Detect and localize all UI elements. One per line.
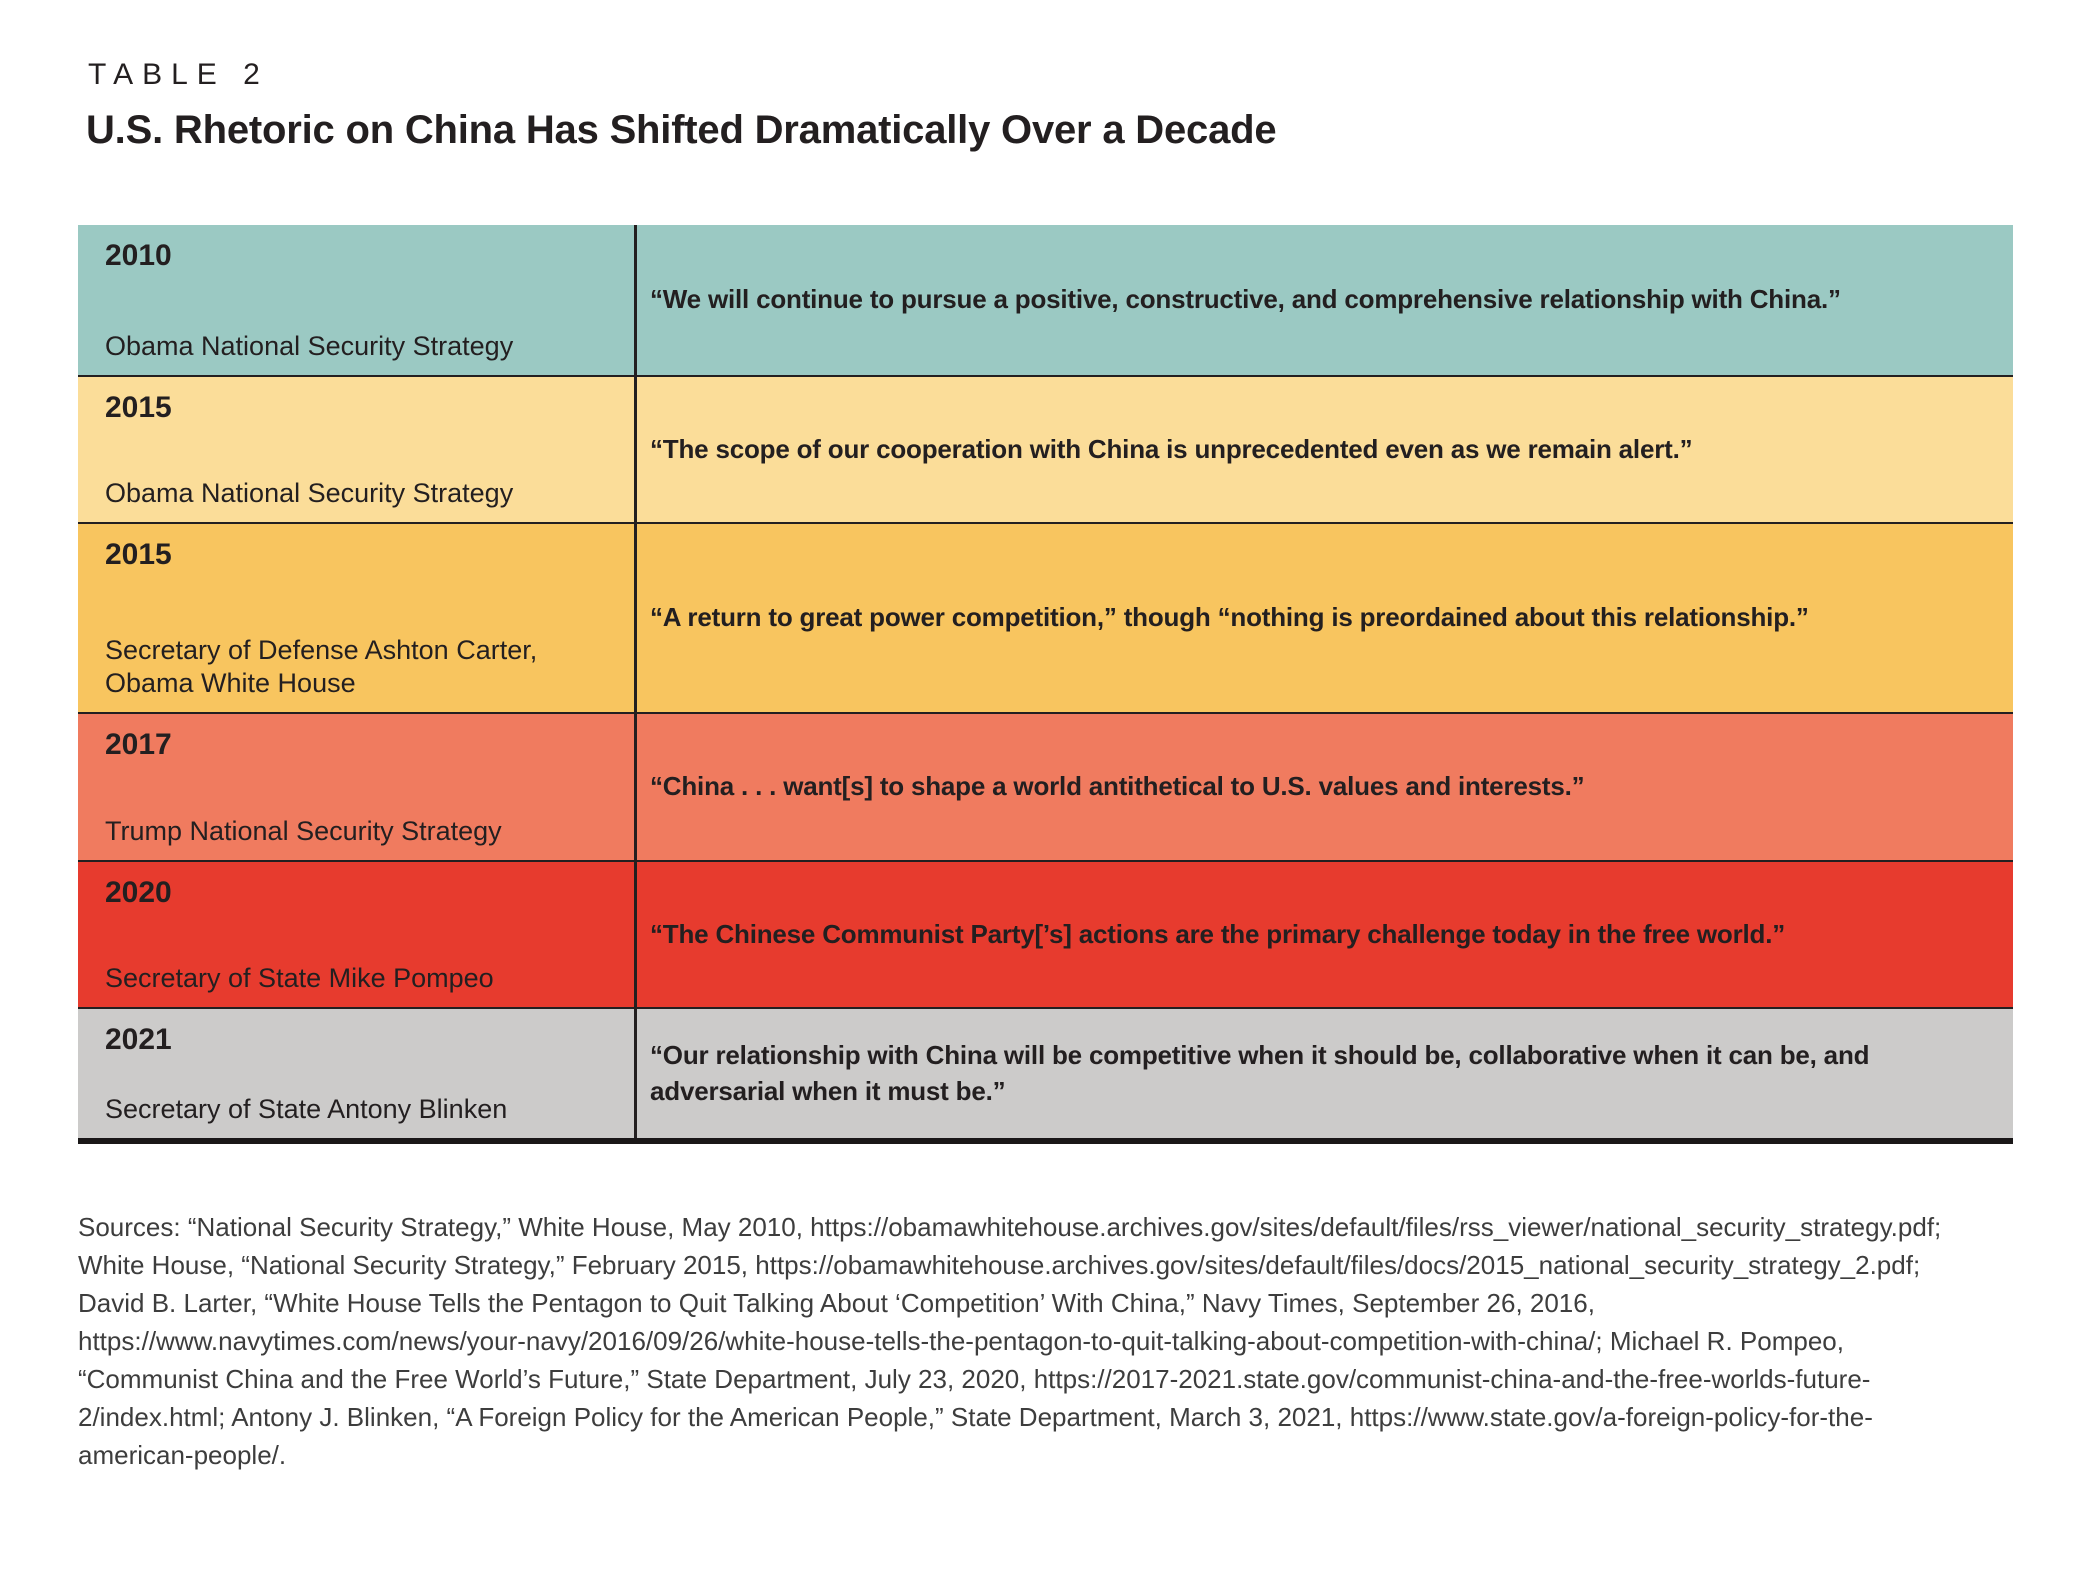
quote-cell: “China . . . want[s] to shape a world an… (637, 714, 2013, 860)
year-label: 2015 (105, 391, 172, 424)
quote-text: “A return to great power competition,” t… (650, 602, 1809, 633)
source-cell: 2015 Secretary of Defense Ashton Carter,… (78, 524, 637, 712)
quote-text: “The Chinese Communist Party[’s] actions… (650, 918, 1786, 949)
quote-cell: “Our relationship with China will be com… (637, 1009, 2013, 1138)
year-label: 2017 (105, 728, 172, 761)
source-cell: 2017 Trump National Security Strategy (78, 714, 637, 860)
attribution-label: Secretary of State Antony Blinken (105, 1094, 508, 1125)
attribution-label: Obama National Security Strategy (105, 478, 514, 509)
table-row: 2010 Obama National Security Strategy “W… (78, 225, 2013, 375)
quote-cell: “A return to great power competition,” t… (637, 524, 2013, 712)
quote-text: “The scope of our cooperation with China… (650, 433, 1693, 464)
source-cell: 2021 Secretary of State Antony Blinken (78, 1009, 637, 1138)
table-row: 2017 Trump National Security Strategy “C… (78, 712, 2013, 860)
quote-cell: “The scope of our cooperation with China… (637, 377, 2013, 522)
quote-text: “We will continue to pursue a positive, … (650, 284, 1841, 315)
quote-text: “Our relationship with China will be com… (650, 1040, 1870, 1106)
rhetoric-table: 2010 Obama National Security Strategy “W… (78, 225, 2013, 1144)
attribution-label: Obama National Security Strategy (105, 331, 514, 362)
table-row: 2021 Secretary of State Antony Blinken “… (78, 1007, 2013, 1138)
attribution-label: Secretary of Defense Ashton Carter, Obam… (105, 635, 538, 699)
quote-cell: “We will continue to pursue a positive, … (637, 225, 2013, 375)
year-label: 2015 (105, 538, 172, 571)
attribution-label: Trump National Security Strategy (105, 816, 502, 847)
page-title: U.S. Rhetoric on China Has Shifted Drama… (86, 108, 1277, 152)
quote-cell: “The Chinese Communist Party[’s] actions… (637, 862, 2013, 1007)
attribution-label: Secretary of State Mike Pompeo (105, 963, 494, 994)
source-cell: 2020 Secretary of State Mike Pompeo (78, 862, 637, 1007)
year-label: 2020 (105, 876, 172, 909)
source-cell: 2010 Obama National Security Strategy (78, 225, 637, 375)
quote-text: “China . . . want[s] to shape a world an… (650, 771, 1585, 802)
source-cell: 2015 Obama National Security Strategy (78, 377, 637, 522)
year-label: 2010 (105, 239, 172, 272)
table-row: 2015 Secretary of Defense Ashton Carter,… (78, 522, 2013, 712)
year-label: 2021 (105, 1023, 172, 1056)
sources-note: Sources: “National Security Strategy,” W… (78, 1212, 1942, 1470)
table-row: 2020 Secretary of State Mike Pompeo “The… (78, 860, 2013, 1007)
table-row: 2015 Obama National Security Strategy “T… (78, 375, 2013, 522)
table-kicker: TABLE 2 (88, 58, 269, 91)
